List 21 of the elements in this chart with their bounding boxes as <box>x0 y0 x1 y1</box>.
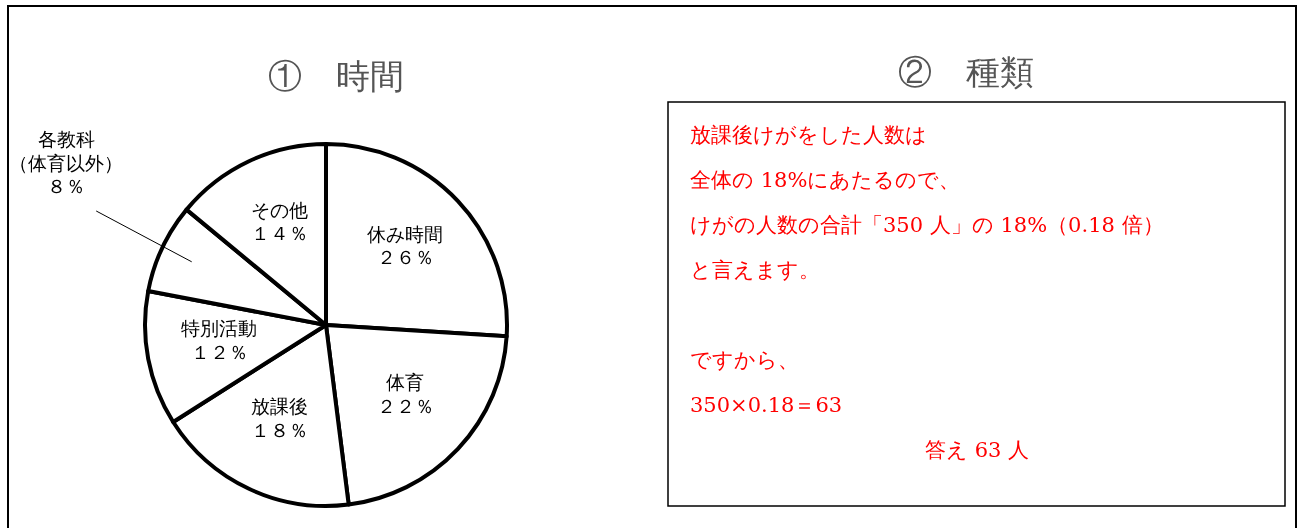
slice-label: 放課後 <box>251 395 309 418</box>
data-label: １４％ <box>251 222 309 245</box>
text: 答え 63 人 <box>924 438 1030 462</box>
slice-label: 体育 <box>386 371 425 394</box>
data-label: ８％ <box>47 175 86 198</box>
chart-title: ① 時間 <box>268 56 404 96</box>
text: ② 種類 <box>898 52 1034 92</box>
text: ですから、 <box>690 348 799 372</box>
text: 全体の 18%にあたるので、 <box>690 168 961 192</box>
text: 350×0.18＝63 <box>690 393 843 417</box>
text: と言えます。 <box>690 258 820 282</box>
text: けがの人数の合計「350 人」の 18%（0.18 倍） <box>690 213 1164 237</box>
text: 放課後けがをした人数は <box>690 123 927 147</box>
data-label: １２％ <box>190 341 248 364</box>
slice-label: その他 <box>251 198 309 221</box>
slice-label: 休み時間 <box>367 222 444 245</box>
data-label: １８％ <box>251 419 309 442</box>
slice-label: 各教科（体育以外） <box>9 127 124 174</box>
data-label: ２２％ <box>376 395 434 418</box>
slice-label: 特別活動 <box>181 317 258 340</box>
data-label: ２６％ <box>376 246 434 269</box>
